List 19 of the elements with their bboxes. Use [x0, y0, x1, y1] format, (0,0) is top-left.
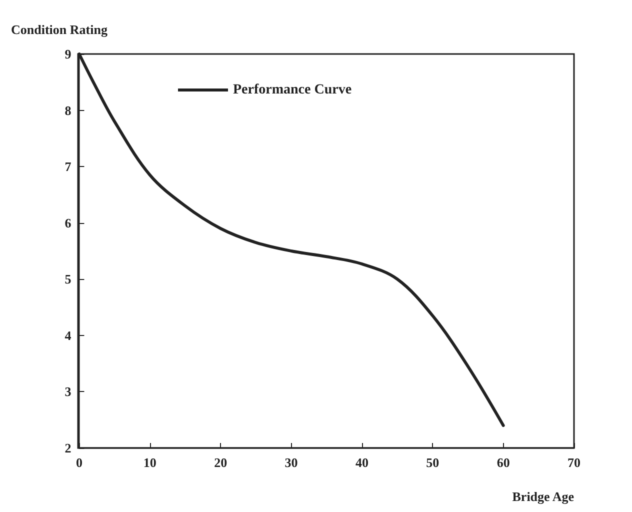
y-tick-label: 5: [64, 272, 72, 287]
y-tick-label: 3: [64, 384, 72, 400]
x-tick-label: 20: [214, 455, 228, 470]
y-tick-label: 6: [64, 215, 72, 230]
x-tick-label: 0: [76, 455, 82, 470]
legend-label: Performance Curve: [233, 82, 352, 98]
y-tick-label: 4: [64, 328, 72, 343]
y-tick-label: 8: [64, 102, 72, 118]
y-tick-label: 2: [64, 440, 72, 456]
x-tick-label: 30: [284, 455, 298, 470]
y-tick-label: 9: [64, 46, 72, 62]
x-tick-label: 40: [355, 455, 368, 470]
x-tick-label: 50: [426, 455, 440, 470]
y-tick-label: 7: [64, 159, 72, 174]
x-tick-label: 70: [568, 455, 580, 470]
y-axis-title: Condition Rating: [10, 22, 108, 37]
x-axis-title: Bridge Age: [512, 489, 574, 504]
x-tick-label: 10: [143, 455, 156, 470]
x-tick-label: 60: [496, 455, 510, 470]
